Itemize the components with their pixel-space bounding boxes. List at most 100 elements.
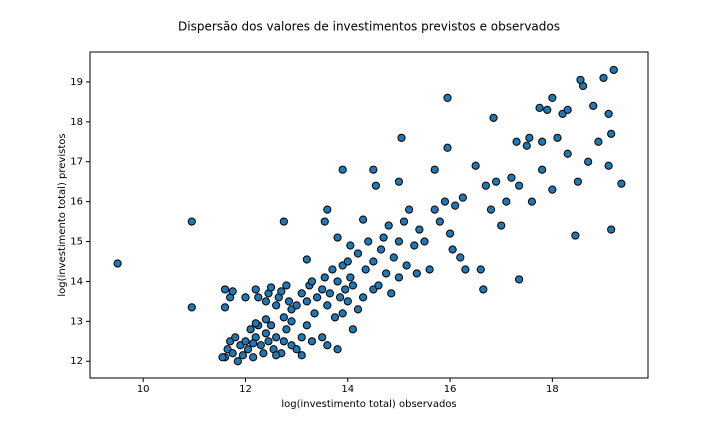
point [507,173,516,182]
point [535,103,544,112]
x-axis-label: log(investimento total) observados [281,399,456,410]
point [307,337,317,346]
point [282,281,291,290]
point [548,185,557,194]
point [279,217,288,226]
point [333,345,342,354]
point [599,73,608,83]
point [394,177,404,186]
point [353,249,363,258]
point [382,269,391,278]
point [251,319,260,328]
point [297,333,306,342]
y-tick-label: 12 [70,356,83,367]
point [389,253,398,262]
x-tick-label: 12 [239,384,252,395]
point [443,93,452,102]
point [220,285,230,294]
point [607,129,616,138]
point [254,293,263,302]
point [430,205,439,214]
point [341,285,350,294]
point [476,265,485,274]
point [338,309,347,318]
point [412,269,421,278]
point [584,157,593,166]
point [323,301,332,310]
point [266,321,276,330]
point [348,281,357,290]
point [187,303,196,312]
point [364,237,373,246]
point [249,353,258,362]
point [359,293,368,302]
chart-title: Dispersão dos valores de investimentos p… [178,20,560,34]
point [238,351,248,360]
x-tick-label: 16 [444,384,457,395]
x-tick-label: 18 [546,384,559,395]
point [617,179,626,188]
point [338,165,347,174]
point [379,233,388,242]
point [336,293,345,302]
point [486,205,496,214]
point [249,339,258,348]
point [405,205,414,214]
point [384,221,393,230]
point [282,325,291,334]
point [394,273,404,282]
point [241,337,250,346]
point [502,197,511,206]
point [343,297,352,306]
point [272,333,281,342]
point [471,161,480,170]
point [325,289,334,298]
point [320,273,329,282]
point [543,105,552,114]
y-tick-label: 14 [70,276,83,287]
point [576,75,585,85]
point [228,349,237,358]
point [220,303,230,312]
point [440,197,450,206]
point [297,289,306,298]
y-tick-label: 18 [70,117,83,128]
point [264,337,273,346]
point [458,193,467,202]
point [369,257,378,266]
point [323,341,332,350]
point [448,245,457,254]
point [538,137,547,146]
point [266,283,276,292]
point [571,231,580,240]
point [346,241,355,250]
point [297,351,306,360]
y-tick-label: 17 [70,157,83,168]
point [443,143,452,152]
point [231,333,240,342]
point [415,225,424,234]
point [241,293,250,302]
point [279,337,288,346]
point [312,293,322,302]
point [261,315,271,324]
point [410,241,419,250]
point [251,285,260,294]
point [272,351,281,360]
point [328,265,337,274]
point [333,277,342,286]
point [430,165,439,174]
point [187,217,196,226]
point [589,101,598,110]
point [461,265,470,274]
point [489,113,498,122]
point [376,245,386,254]
point [420,237,429,246]
point [451,201,460,210]
point [604,161,613,170]
point [243,345,253,354]
point [348,325,357,334]
point [394,237,404,246]
point [425,265,434,274]
